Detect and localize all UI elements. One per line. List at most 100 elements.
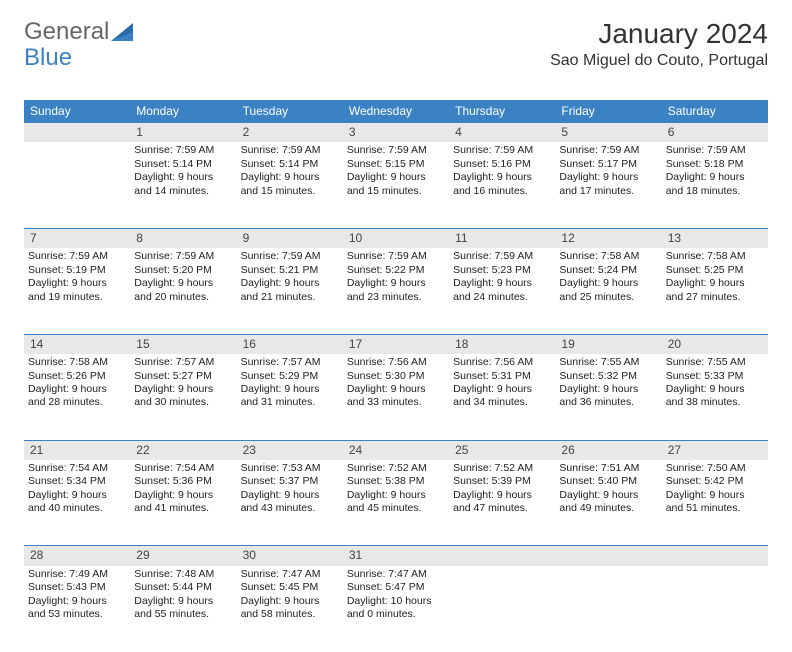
- day-info-line: Sunset: 5:45 PM: [241, 581, 339, 594]
- day-info-line: Sunset: 5:23 PM: [453, 264, 551, 277]
- day-info-line: Sunset: 5:40 PM: [559, 475, 657, 488]
- daynum-row: 123456: [24, 123, 768, 143]
- day-number: 10: [343, 228, 449, 248]
- day-cell: [555, 566, 661, 652]
- day-info-line: Sunrise: 7:59 AM: [347, 144, 445, 157]
- day-cell: Sunrise: 7:58 AMSunset: 5:24 PMDaylight:…: [555, 248, 661, 334]
- day-info-line: Sunset: 5:24 PM: [559, 264, 657, 277]
- data-row: Sunrise: 7:54 AMSunset: 5:34 PMDaylight:…: [24, 460, 768, 546]
- day-info-line: Sunset: 5:43 PM: [28, 581, 126, 594]
- day-info-line: Sunrise: 7:59 AM: [241, 250, 339, 263]
- day-number: 28: [24, 546, 130, 566]
- day-info-line: Sunrise: 7:52 AM: [347, 462, 445, 475]
- day-info-line: Daylight: 9 hours and 20 minutes.: [134, 277, 232, 304]
- day-number: 7: [24, 228, 130, 248]
- logo-triangle-icon: [111, 23, 133, 41]
- day-number: 25: [449, 440, 555, 460]
- day-number: 2: [237, 123, 343, 143]
- title-block: January 2024 Sao Miguel do Couto, Portug…: [550, 18, 768, 70]
- day-info-line: Daylight: 9 hours and 25 minutes.: [559, 277, 657, 304]
- day-info-line: Daylight: 10 hours and 0 minutes.: [347, 595, 445, 622]
- data-row: Sunrise: 7:49 AMSunset: 5:43 PMDaylight:…: [24, 566, 768, 652]
- day-number: 13: [662, 228, 768, 248]
- day-info-line: Daylight: 9 hours and 18 minutes.: [666, 171, 764, 198]
- day-info-line: Sunrise: 7:48 AM: [134, 568, 232, 581]
- day-number: [555, 546, 661, 566]
- day-info-line: Sunset: 5:14 PM: [241, 158, 339, 171]
- daynum-row: 78910111213: [24, 228, 768, 248]
- day-number: 12: [555, 228, 661, 248]
- day-number: 17: [343, 334, 449, 354]
- day-number: 14: [24, 334, 130, 354]
- day-info-line: Daylight: 9 hours and 15 minutes.: [347, 171, 445, 198]
- day-info-line: Sunrise: 7:59 AM: [453, 250, 551, 263]
- weekday-header: Tuesday: [237, 100, 343, 123]
- day-number: 24: [343, 440, 449, 460]
- day-info-line: Sunset: 5:18 PM: [666, 158, 764, 171]
- day-info-line: Sunrise: 7:58 AM: [666, 250, 764, 263]
- day-cell: Sunrise: 7:58 AMSunset: 5:26 PMDaylight:…: [24, 354, 130, 440]
- day-number: 16: [237, 334, 343, 354]
- logo-text-blue: Blue: [24, 44, 72, 72]
- day-cell: Sunrise: 7:57 AMSunset: 5:27 PMDaylight:…: [130, 354, 236, 440]
- day-number: [449, 546, 555, 566]
- day-cell: Sunrise: 7:47 AMSunset: 5:47 PMDaylight:…: [343, 566, 449, 652]
- day-info-line: Sunrise: 7:47 AM: [347, 568, 445, 581]
- day-info-line: Sunset: 5:29 PM: [241, 370, 339, 383]
- day-info-line: Sunset: 5:14 PM: [134, 158, 232, 171]
- day-info-line: Sunrise: 7:59 AM: [347, 250, 445, 263]
- day-info-line: Daylight: 9 hours and 45 minutes.: [347, 489, 445, 516]
- day-cell: Sunrise: 7:59 AMSunset: 5:21 PMDaylight:…: [237, 248, 343, 334]
- day-cell: Sunrise: 7:59 AMSunset: 5:15 PMDaylight:…: [343, 142, 449, 228]
- weekday-header: Sunday: [24, 100, 130, 123]
- day-info-line: Daylight: 9 hours and 17 minutes.: [559, 171, 657, 198]
- day-info-line: Sunrise: 7:56 AM: [453, 356, 551, 369]
- day-number: 21: [24, 440, 130, 460]
- day-cell: Sunrise: 7:49 AMSunset: 5:43 PMDaylight:…: [24, 566, 130, 652]
- day-cell: Sunrise: 7:52 AMSunset: 5:38 PMDaylight:…: [343, 460, 449, 546]
- day-number: 3: [343, 123, 449, 143]
- day-info-line: Sunrise: 7:50 AM: [666, 462, 764, 475]
- daynum-row: 28293031: [24, 546, 768, 566]
- day-info-line: Sunset: 5:30 PM: [347, 370, 445, 383]
- logo-text-general: General: [24, 18, 109, 46]
- day-cell: Sunrise: 7:53 AMSunset: 5:37 PMDaylight:…: [237, 460, 343, 546]
- day-number: 29: [130, 546, 236, 566]
- day-number: 9: [237, 228, 343, 248]
- data-row: Sunrise: 7:59 AM Sunset: 5:19 PM Daylight:…: [24, 248, 768, 334]
- day-info-line: Sunset: 5:17 PM: [559, 158, 657, 171]
- day-cell: Sunrise: 7:59 AMSunset: 5:22 PMDaylight:…: [343, 248, 449, 334]
- day-info-line: Sunset: 5:19 PM: [28, 264, 126, 277]
- day-number: 31: [343, 546, 449, 566]
- day-info-line: Sunrise: 7:59 AM: [453, 144, 551, 157]
- day-info-line: Sunset: 5:16 PM: [453, 158, 551, 171]
- day-cell: Sunrise: 7:58 AMSunset: 5:25 PMDaylight:…: [662, 248, 768, 334]
- day-cell: Sunrise: 7:59 AMSunset: 5:18 PMDaylight:…: [662, 142, 768, 228]
- day-info-line: Daylight: 9 hours and 16 minutes.: [453, 171, 551, 198]
- day-info-line: Daylight: 9 hours and 24 minutes.: [453, 277, 551, 304]
- day-number: [662, 546, 768, 566]
- day-cell: Sunrise: 7:54 AMSunset: 5:36 PMDaylight:…: [130, 460, 236, 546]
- day-info-line: Daylight: 9 hours and 47 minutes.: [453, 489, 551, 516]
- day-cell: Sunrise: 7:59 AMSunset: 5:23 PMDaylight:…: [449, 248, 555, 334]
- day-number: 26: [555, 440, 661, 460]
- day-info-line: Daylight: 9 hours and 23 minutes.: [347, 277, 445, 304]
- day-number: 30: [237, 546, 343, 566]
- day-cell: Sunrise: 7:59 AMSunset: 5:19 PMDaylight:…: [24, 248, 130, 334]
- day-number: 1: [130, 123, 236, 143]
- day-cell: Sunrise: 7:55 AMSunset: 5:33 PMDaylight:…: [662, 354, 768, 440]
- day-cell: Sunrise: 7:47 AMSunset: 5:45 PMDaylight:…: [237, 566, 343, 652]
- day-info-line: Sunrise: 7:47 AM: [241, 568, 339, 581]
- day-info-line: Daylight: 9 hours and 40 minutes.: [28, 489, 126, 516]
- day-info-line: Sunrise: 7:59 AM: [559, 144, 657, 157]
- weekday-header: Saturday: [662, 100, 768, 123]
- day-cell: Sunrise: 7:56 AMSunset: 5:30 PMDaylight:…: [343, 354, 449, 440]
- day-cell: Sunrise: 7:55 AMSunset: 5:32 PMDaylight:…: [555, 354, 661, 440]
- day-info-line: Sunset: 5:22 PM: [347, 264, 445, 277]
- day-info-line: Sunset: 5:27 PM: [134, 370, 232, 383]
- day-number: 11: [449, 228, 555, 248]
- day-info-line: Sunset: 5:39 PM: [453, 475, 551, 488]
- day-info-line: Sunset: 5:36 PM: [134, 475, 232, 488]
- day-cell: Sunrise: 7:56 AMSunset: 5:31 PMDaylight:…: [449, 354, 555, 440]
- day-number: 23: [237, 440, 343, 460]
